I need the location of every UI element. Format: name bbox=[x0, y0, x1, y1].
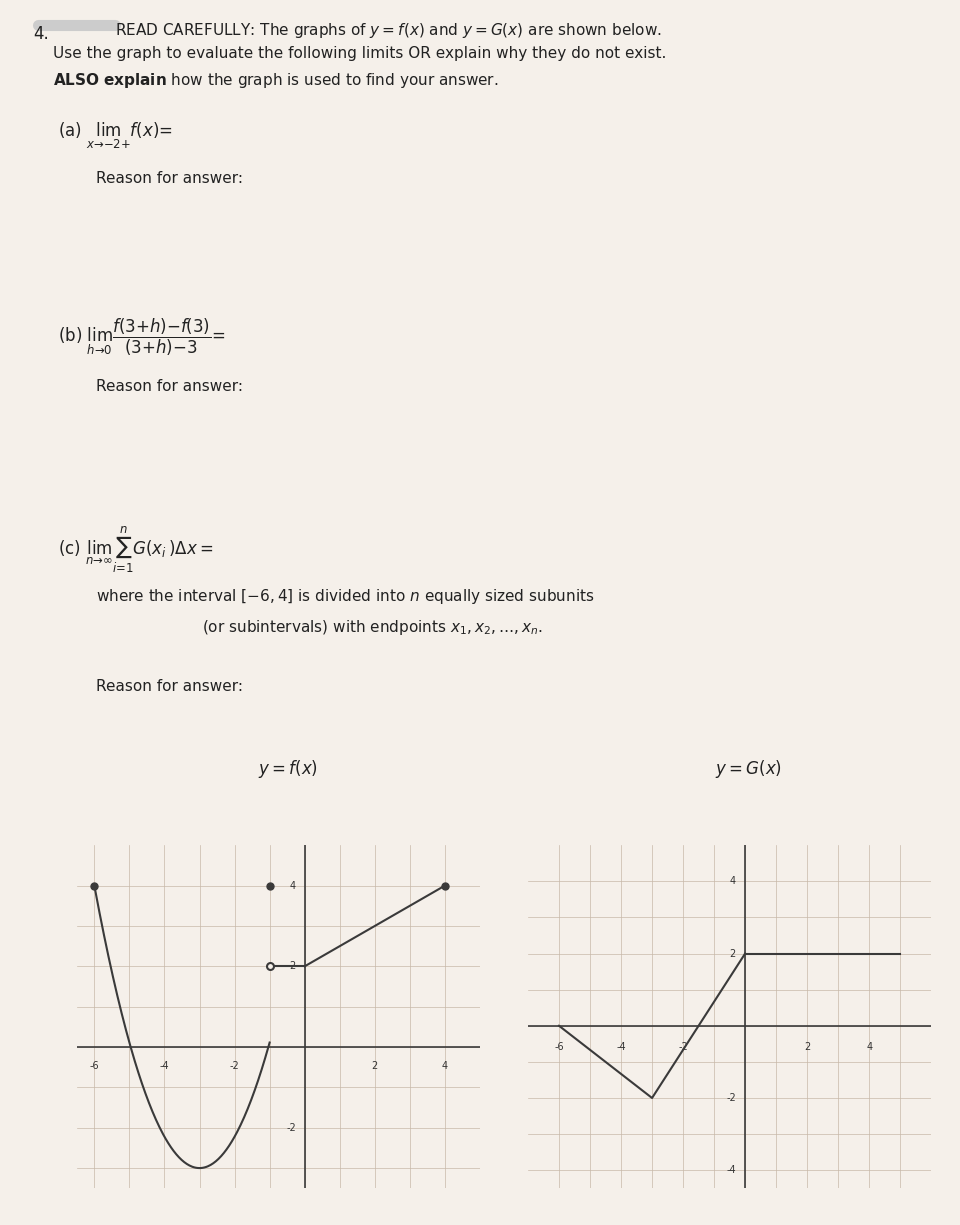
Text: $y = f(x)$: $y = f(x)$ bbox=[258, 758, 318, 780]
Text: Reason for answer:: Reason for answer: bbox=[96, 379, 243, 394]
Text: -6: -6 bbox=[554, 1042, 564, 1052]
Text: 4: 4 bbox=[442, 1061, 448, 1071]
Text: (or subintervals) with endpoints $x_1, x_2, \ldots, x_n$.: (or subintervals) with endpoints $x_1, x… bbox=[202, 619, 542, 637]
Text: 4: 4 bbox=[290, 881, 296, 891]
Text: -2: -2 bbox=[229, 1061, 239, 1071]
Text: 2: 2 bbox=[290, 962, 296, 971]
Text: $y = G(x)$: $y = G(x)$ bbox=[715, 758, 782, 780]
Text: -4: -4 bbox=[726, 1165, 735, 1175]
Text: 2: 2 bbox=[730, 948, 735, 959]
Text: 2: 2 bbox=[372, 1061, 378, 1071]
Text: -4: -4 bbox=[616, 1042, 626, 1052]
Text: -2: -2 bbox=[678, 1042, 688, 1052]
Text: (b) $\lim_{h \to 0} \dfrac{f(3+h) - f(3)}{(3+h) - 3} =$: (b) $\lim_{h \to 0} \dfrac{f(3+h) - f(3)… bbox=[58, 316, 226, 358]
Text: where the interval $[-6, 4]$ is divided into $n$ equally sized subunits: where the interval $[-6, 4]$ is divided … bbox=[96, 587, 594, 606]
Text: -2: -2 bbox=[286, 1123, 296, 1133]
Text: Use the graph to evaluate the following limits OR explain why they do not exist.: Use the graph to evaluate the following … bbox=[53, 45, 666, 61]
Text: -4: -4 bbox=[159, 1061, 169, 1071]
Text: 4: 4 bbox=[866, 1042, 873, 1052]
Text: Reason for answer:: Reason for answer: bbox=[96, 679, 243, 693]
Text: Reason for answer:: Reason for answer: bbox=[96, 170, 243, 186]
Text: -2: -2 bbox=[726, 1093, 735, 1102]
Text: 4: 4 bbox=[730, 876, 735, 887]
Text: READ CAREFULLY: The graphs of $y = f(x)$ and $y = G(x)$ are shown below.: READ CAREFULLY: The graphs of $y = f(x)$… bbox=[115, 21, 662, 40]
Text: 4.: 4. bbox=[34, 24, 49, 43]
Text: -6: -6 bbox=[89, 1061, 99, 1071]
Text: $\bf{ALSO}$ $\bf{explain}$ how the graph is used to find your answer.: $\bf{ALSO}$ $\bf{explain}$ how the graph… bbox=[53, 71, 498, 89]
Text: (c) $\lim_{n \to \infty} \sum_{i=1}^{n} G(x_i) \Delta x =$: (c) $\lim_{n \to \infty} \sum_{i=1}^{n} … bbox=[58, 524, 213, 575]
Text: 2: 2 bbox=[804, 1042, 810, 1052]
Text: (a) $\lim_{x \to -2+} f(x) =$: (a) $\lim_{x \to -2+} f(x) =$ bbox=[58, 121, 173, 151]
